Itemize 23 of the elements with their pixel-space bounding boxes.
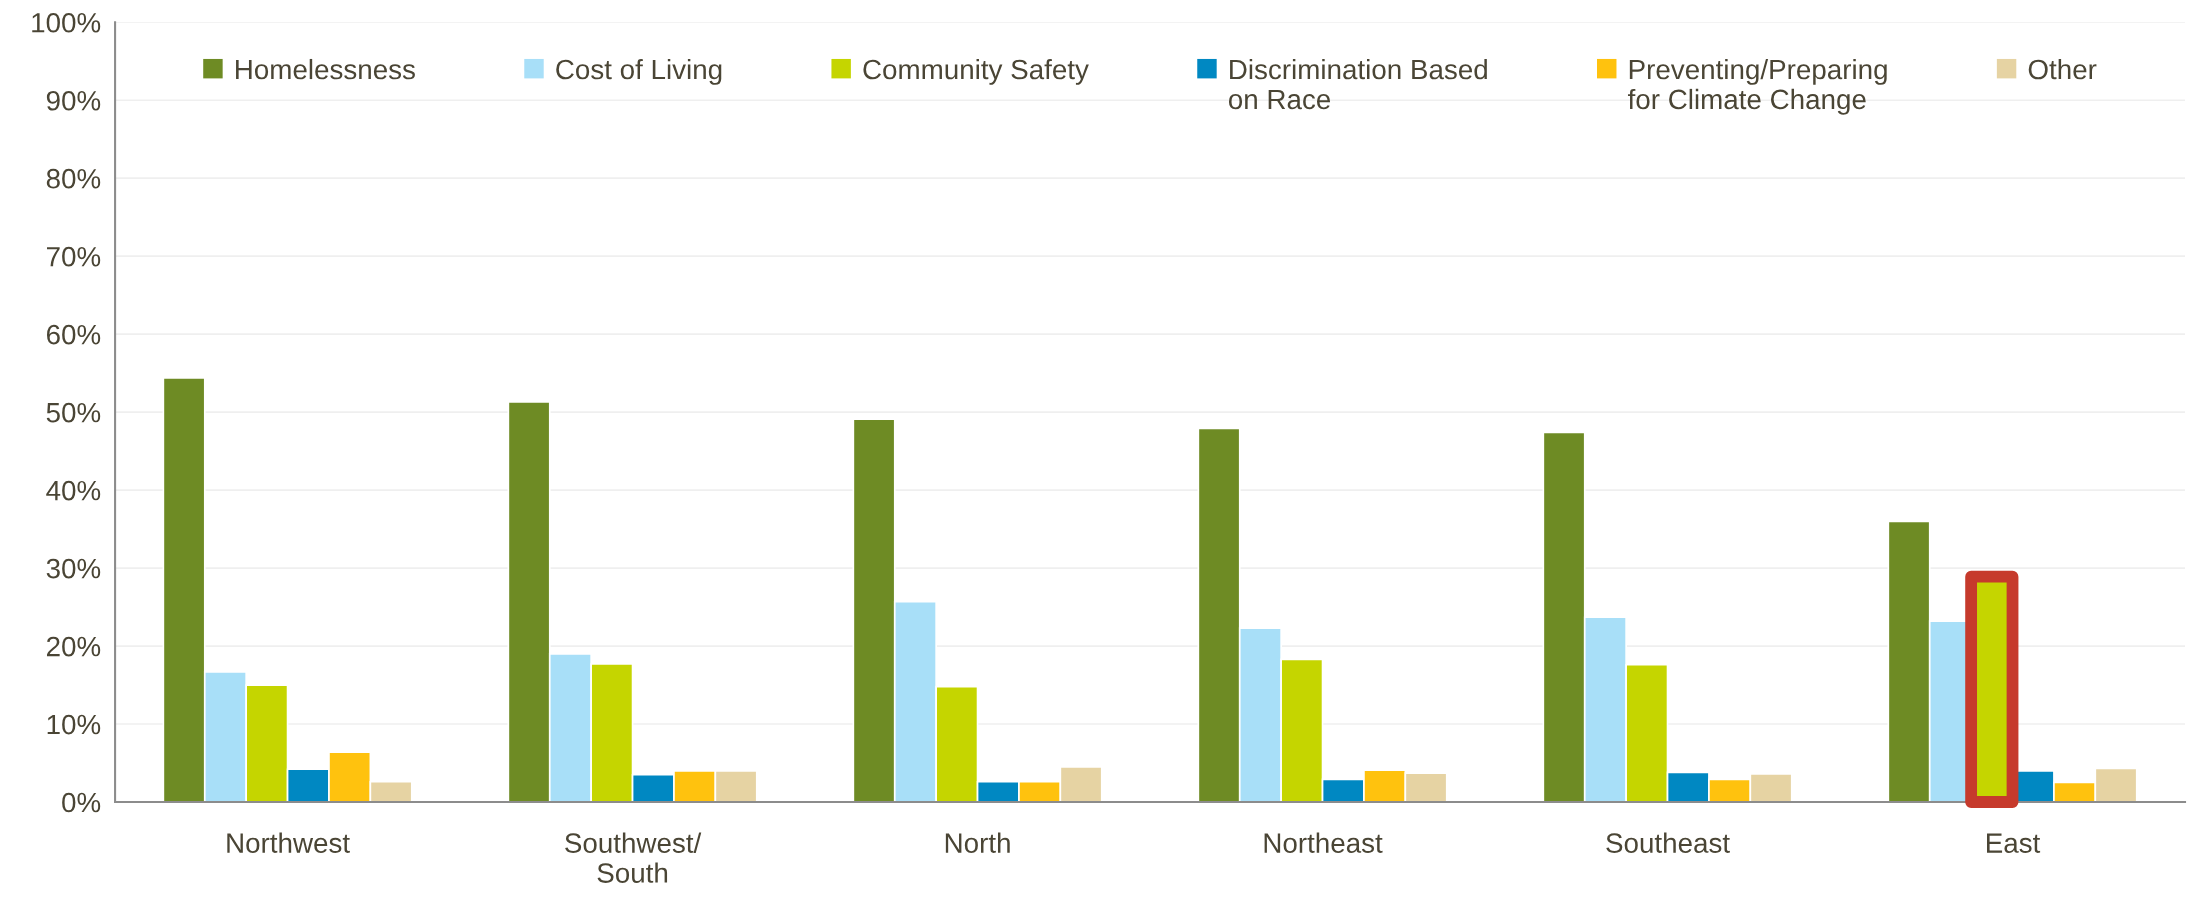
x-tick-label: North <box>945 832 1010 853</box>
x-tick-label: Northeast <box>1264 832 1383 853</box>
legend-label: Preventing/Preparing for Climate Change <box>1627 58 1887 115</box>
legend-label: Community Safety <box>863 58 1089 85</box>
y-tick-label: 80% <box>46 168 101 189</box>
legend-label: Homelessness <box>236 58 415 80</box>
y-tick-label: 70% <box>47 246 101 267</box>
y-tick-label: 10% <box>47 714 101 735</box>
x-tick-label: Northwest <box>227 832 350 853</box>
legend-label: Discrimination Based on Race <box>1228 58 1487 110</box>
y-tick-label: 50% <box>46 402 101 423</box>
legend-label: Cost of Living <box>556 58 722 85</box>
legend-label: Other <box>2028 58 2097 80</box>
x-tick-label: Southwest/ South <box>565 832 702 883</box>
y-tick-label: 30% <box>46 558 101 579</box>
y-tick-label: 0% <box>62 792 101 813</box>
x-tick-label: East <box>1987 833 2041 853</box>
y-tick-label: 90% <box>46 90 101 111</box>
x-tick-label: Southeast <box>1606 832 1730 853</box>
y-tick-label: 20% <box>46 636 101 657</box>
y-tick-label: 40% <box>46 480 101 501</box>
y-tick-label: 60% <box>47 324 101 345</box>
y-tick-label: 100% <box>32 12 101 33</box>
